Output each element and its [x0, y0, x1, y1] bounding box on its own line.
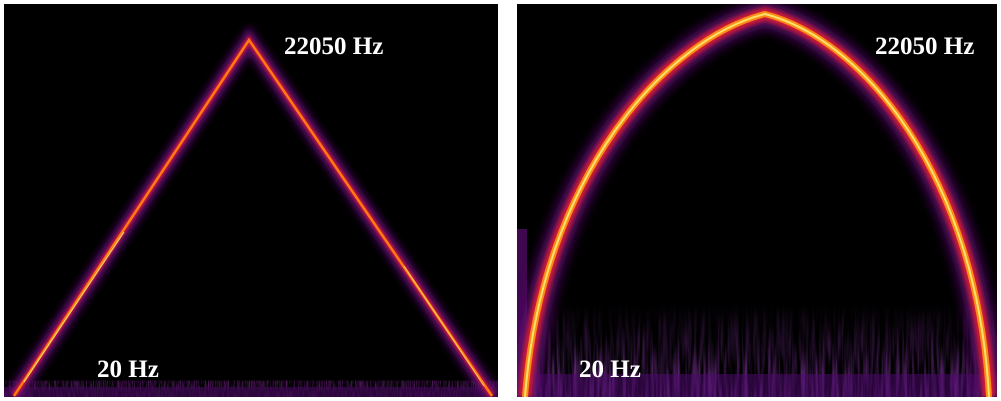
- sweep-curve-peak: [524, 12, 990, 397]
- linear-sweep-spectrogram: 22050 Hz 20 Hz: [4, 4, 498, 397]
- sweep-curve-glow: [7, 25, 498, 397]
- bottom-frequency-label: 20 Hz: [97, 356, 159, 383]
- log-sweep-spectrogram: 22050 Hz 20 Hz: [517, 4, 997, 397]
- noise-floor-strip: [4, 387, 498, 397]
- sweep-curve-core: [12, 37, 494, 397]
- top-frequency-label: 22050 Hz: [875, 33, 975, 60]
- noise-floor-strip: [517, 374, 997, 397]
- top-frequency-label: 22050 Hz: [284, 33, 384, 60]
- edge-artifact: [517, 229, 527, 397]
- bottom-frequency-label: 20 Hz: [579, 356, 641, 383]
- sweep-curve-peak: [23, 231, 125, 383]
- linear-sweep-plot: [4, 25, 498, 397]
- sweep-curve-peak-right: [403, 265, 485, 387]
- log-sweep-plot: [517, 4, 997, 397]
- sweep-curve-mid: [11, 34, 495, 397]
